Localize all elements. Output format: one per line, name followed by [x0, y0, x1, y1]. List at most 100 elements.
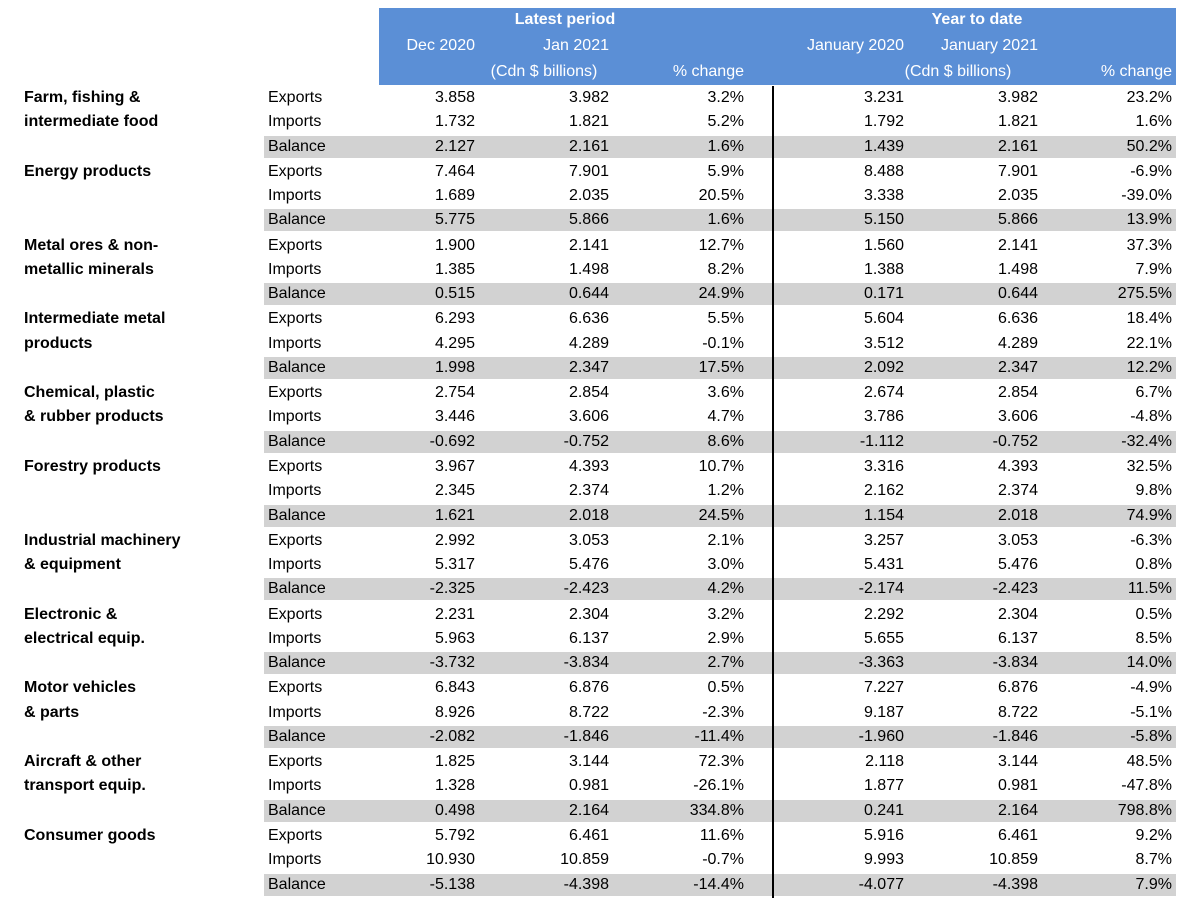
- value-dec-2020: 1.998: [434, 358, 475, 376]
- value-jan-2020-ytd: -1.960: [858, 727, 904, 745]
- pct-change-latest: 4.7%: [707, 408, 744, 426]
- pct-change-latest: 2.7%: [707, 654, 744, 672]
- value-jan-2021: 2.304: [568, 605, 609, 623]
- value-dec-2020: 2.127: [434, 137, 475, 155]
- table-row: Exports 5.792 6.461 11.6% 5.916 6.461 9.2%: [0, 824, 1200, 848]
- value-dec-2020: 3.967: [434, 457, 475, 475]
- row-type-label: Exports: [268, 753, 323, 771]
- pct-change-latest: 11.6%: [699, 826, 744, 844]
- value-dec-2020: 2.754: [434, 384, 475, 402]
- table-row: Imports 1.689 2.035 20.5% 3.338 2.035 -39.0%: [0, 184, 1200, 208]
- pct-change-ytd: 74.9%: [1126, 506, 1172, 524]
- value-jan-2020-ytd: 5.916: [863, 826, 904, 844]
- category-label: Energy products: [24, 160, 151, 184]
- value-jan-2020-ytd: 2.292: [863, 605, 904, 623]
- value-dec-2020: 0.498: [434, 801, 475, 819]
- value-dec-2020: 5.317: [434, 556, 475, 574]
- value-dec-2020: 5.963: [434, 629, 475, 647]
- value-jan-2020-ytd: 5.150: [863, 211, 904, 229]
- table-row: Balance 0.515 0.644 24.9% 0.171 0.644 275.5%: [0, 282, 1200, 306]
- category-label-line: electrical equip.: [24, 629, 145, 647]
- value-jan-2021: -3.834: [563, 654, 609, 672]
- pct-change-latest: 1.6%: [707, 137, 744, 155]
- row-type-label: Imports: [268, 777, 322, 795]
- pct-change-ytd: -4.8%: [1130, 408, 1172, 426]
- value-jan-2021-ytd: 1.821: [997, 113, 1038, 131]
- pct-change-latest: 12.7%: [698, 236, 744, 254]
- pct-change-ytd: 7.9%: [1135, 260, 1172, 278]
- value-jan-2021: 10.859: [560, 851, 609, 869]
- value-dec-2020: 6.293: [434, 310, 475, 328]
- pct-change-ytd: 275.5%: [1117, 285, 1172, 303]
- pct-change-ytd: 8.5%: [1135, 629, 1172, 647]
- pct-change-ytd: 50.2%: [1126, 137, 1172, 155]
- category-label-line: Intermediate metal: [24, 310, 166, 328]
- value-jan-2021-ytd: -1.846: [992, 727, 1038, 745]
- pct-change-ytd: 23.2%: [1126, 89, 1172, 106]
- value-dec-2020: -0.692: [429, 432, 475, 450]
- header-pct-change-latest: % change: [672, 63, 744, 80]
- pct-change-latest: 5.9%: [707, 162, 744, 180]
- pct-change-latest: 5.5%: [707, 310, 744, 328]
- category-label-line: Farm, fishing &: [24, 89, 141, 106]
- row-type-label: Balance: [268, 875, 326, 893]
- pct-change-ytd: 7.9%: [1135, 875, 1172, 893]
- category-label: Chemical, plastic & rubber products: [24, 381, 164, 430]
- pct-change-latest: 8.6%: [707, 432, 744, 450]
- column-divider: [772, 86, 774, 898]
- value-dec-2020: 1.732: [434, 113, 475, 131]
- value-jan-2020-ytd: 3.257: [863, 531, 904, 549]
- table-row: Exports 3.967 4.393 10.7% 3.316 4.393 32.5%: [0, 455, 1200, 479]
- value-jan-2021-ytd: 2.854: [997, 384, 1038, 402]
- trade-table-body: Farm, fishing & intermediate food Exports 3…: [0, 86, 1200, 898]
- value-jan-2021: 7.901: [568, 162, 609, 180]
- table-row: Balance -2.082 -1.846 -11.4% -1.960 -1.846 -5.…: [0, 725, 1200, 749]
- value-dec-2020: 2.231: [434, 605, 475, 623]
- value-jan-2021-ytd: 3.144: [997, 753, 1038, 771]
- value-jan-2020-ytd: 9.993: [863, 851, 904, 869]
- value-jan-2021-ytd: 4.393: [997, 457, 1038, 475]
- value-jan-2021: 6.461: [568, 826, 609, 844]
- value-jan-2021: 1.498: [568, 260, 609, 278]
- category-group: Energy products Exports 7.464 7.901 5.9% 8.48…: [0, 160, 1200, 234]
- pct-change-ytd: 9.8%: [1135, 482, 1172, 500]
- value-jan-2021: 2.374: [568, 482, 609, 500]
- row-type-label: Exports: [268, 236, 323, 254]
- value-jan-2021-ytd: 2.347: [997, 358, 1038, 376]
- row-type-label: Exports: [268, 605, 323, 623]
- value-jan-2021: 2.161: [568, 137, 609, 155]
- row-type-label: Balance: [268, 506, 326, 524]
- row-type-label: Balance: [268, 580, 326, 598]
- category-label-line: & parts: [24, 703, 80, 721]
- category-label-line: & rubber products: [24, 408, 164, 426]
- value-dec-2020: 3.858: [434, 89, 475, 106]
- value-dec-2020: 0.515: [434, 285, 475, 303]
- category-label: Electronic & electrical equip.: [24, 603, 145, 652]
- table-row: Balance 1.621 2.018 24.5% 1.154 2.018 74.9%: [0, 504, 1200, 528]
- pct-change-latest: 24.5%: [698, 506, 744, 524]
- category-group: Farm, fishing & intermediate food Exports 3…: [0, 86, 1200, 160]
- value-jan-2020-ytd: 1.388: [863, 260, 904, 278]
- row-type-label: Imports: [268, 482, 322, 500]
- category-label-line: products: [24, 334, 93, 352]
- pct-change-ytd: 12.2%: [1126, 358, 1172, 376]
- row-type-label: Balance: [268, 137, 326, 155]
- pct-change-ytd: 13.9%: [1126, 211, 1172, 229]
- category-group: Aircraft & other transport equip. Exports 1…: [0, 750, 1200, 824]
- value-jan-2021-ytd: 4.289: [997, 334, 1038, 352]
- value-jan-2021-ytd: 1.498: [997, 260, 1038, 278]
- pct-change-latest: 8.2%: [707, 260, 744, 278]
- table-row: Exports 3.858 3.982 3.2% 3.231 3.982 23.2%: [0, 86, 1200, 110]
- value-jan-2020-ytd: 1.560: [863, 236, 904, 254]
- value-jan-2021: 2.854: [568, 384, 609, 402]
- value-jan-2021: 6.636: [568, 310, 609, 328]
- value-jan-2021-ytd: 2.018: [997, 506, 1038, 524]
- category-group: Motor vehicles & parts Exports 6.843 6.876 0.…: [0, 676, 1200, 750]
- value-jan-2020-ytd: 1.792: [863, 113, 904, 131]
- value-dec-2020: 1.825: [434, 753, 475, 771]
- value-jan-2021-ytd: 3.982: [997, 89, 1038, 106]
- value-jan-2021-ytd: 0.981: [997, 777, 1038, 795]
- value-jan-2021: 0.981: [568, 777, 609, 795]
- table-row: Imports 2.345 2.374 1.2% 2.162 2.374 9.8%: [0, 479, 1200, 503]
- table-row: Exports 6.843 6.876 0.5% 7.227 6.876 -4.9%: [0, 676, 1200, 700]
